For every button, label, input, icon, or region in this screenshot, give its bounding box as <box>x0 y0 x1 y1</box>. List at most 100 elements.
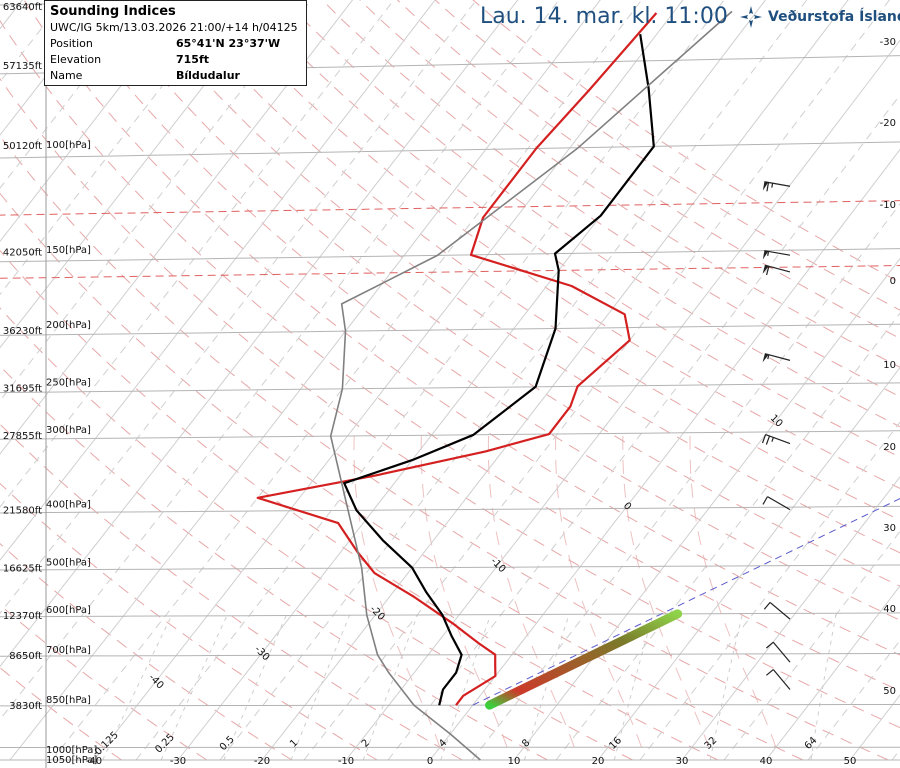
dry-adiabat-line <box>209 0 900 489</box>
barb-shaft <box>767 496 791 511</box>
parcel-shading <box>485 609 683 710</box>
isobar-line <box>0 505 900 514</box>
elevation-value: 715ft <box>176 53 210 66</box>
barb-shaft <box>765 434 791 445</box>
mixing-ratio-line <box>102 615 172 761</box>
profile-series <box>256 10 733 761</box>
isotherm-edge-label: 30 <box>883 523 896 534</box>
isotherm-line <box>639 421 900 761</box>
isotherm-edge-label: 0 <box>890 276 896 287</box>
isotherm-line <box>135 0 725 761</box>
barb-pennant <box>762 353 769 363</box>
pressure-tick-label: 250[hPa] <box>46 378 91 389</box>
isobar-line <box>0 612 900 618</box>
mixing-ratio-line <box>524 614 570 761</box>
wind-barb <box>761 434 791 445</box>
sounding-indices-panel: Sounding Indices UWC/IG 5km/13.03.2026 2… <box>44 0 307 86</box>
isobar-line <box>0 248 900 263</box>
isotherm-edge-label: -30 <box>880 37 896 48</box>
temperature-tick-label: 50 <box>844 756 857 767</box>
temperature-tick-label: 10 <box>508 756 521 767</box>
barb-shaft <box>764 264 791 273</box>
height-tick-label: 50120ft <box>3 141 42 152</box>
height-tick-label: 27855ft <box>3 431 42 442</box>
mixing-ratio-line <box>290 615 351 761</box>
barb-half <box>767 354 770 360</box>
parcel-line <box>329 10 733 761</box>
height-tick-label: 31695ft <box>3 384 42 395</box>
isotherm-line <box>261 0 849 761</box>
isotherm-inline-label: 10 <box>768 413 785 430</box>
mixing-ratio-tick-label: 0.25 <box>153 732 177 756</box>
dry-adiabat-line <box>246 0 900 458</box>
mixing-ratio-line <box>440 614 492 761</box>
dry-adiabat-line <box>0 192 804 761</box>
barb-full <box>762 496 769 505</box>
dry-adiabat-line <box>0 604 207 761</box>
isotherm-line <box>345 39 900 761</box>
moist-adiabat-line <box>487 434 575 748</box>
wind-barb <box>766 669 791 690</box>
mixing-ratio-line <box>709 613 744 761</box>
height-tick-label: 3830ft <box>9 701 42 712</box>
pressure-tick-label: 300[hPa] <box>46 425 91 436</box>
height-tick-label: 42050ft <box>3 248 42 259</box>
barb-full <box>763 602 771 610</box>
isotherm-line <box>597 366 900 761</box>
isotherm-line <box>513 257 900 761</box>
dry-adiabat-line <box>0 423 463 761</box>
isotherm-line <box>9 0 601 761</box>
barb-pennant <box>762 181 769 191</box>
panel-subtitle: UWC/IG 5km/13.03.2026 21:00/+14 h/04125 <box>50 21 298 34</box>
dry-adiabat-line <box>0 543 293 761</box>
height-tick-label: 21580ft <box>3 506 42 517</box>
wind-barbs <box>761 181 791 690</box>
isotherm-line <box>0 0 436 561</box>
mixing-ratio-line <box>160 615 228 761</box>
isobar-line <box>0 382 900 394</box>
mixing-ratio-tick-label: 0.5 <box>218 734 237 753</box>
isotherm-inline-label: -40 <box>146 672 165 691</box>
mixing-ratio-tick-label: 0.125 <box>93 730 121 758</box>
isobar-line <box>0 746 900 748</box>
dry-adiabat-line <box>396 0 900 340</box>
mixing-ratio-line <box>810 613 837 761</box>
dry-adiabat-line <box>60 0 900 621</box>
isotherm-line <box>429 148 900 761</box>
cape-ribbon <box>485 609 683 710</box>
elevation-row: Elevation 715ft <box>50 52 301 68</box>
mixing-ratio-tick-label: 16 <box>607 735 624 752</box>
name-value: Bíldudalur <box>176 69 240 82</box>
isotherm-edge-label: -20 <box>880 118 896 129</box>
dry-adiabat-line <box>0 365 548 761</box>
isotherm-line <box>471 203 900 761</box>
pressure-tick-label: 1050[hPa] <box>46 755 97 766</box>
dewpoint-line <box>343 34 655 706</box>
height-tick-label: 57135ft <box>3 61 42 72</box>
pressure-tick-label: 150[hPa] <box>46 245 91 256</box>
moist-adiabat-line <box>420 435 508 748</box>
isotherm-inline-label: -30 <box>252 644 271 663</box>
pressure-tick-label: 400[hPa] <box>46 500 91 511</box>
dry-adiabat-line <box>0 482 378 761</box>
barb-shaft <box>772 641 791 663</box>
barb-shaft <box>769 601 791 620</box>
wind-barb <box>762 496 791 511</box>
isobar-line <box>0 703 900 707</box>
isotherm-line <box>0 0 477 614</box>
pressure-tick-label: 700[hPa] <box>46 645 91 656</box>
height-tick-label: 16625ft <box>3 564 42 575</box>
elevation-label: Elevation <box>50 53 102 66</box>
isotherm-line <box>177 0 767 761</box>
barb-full <box>766 669 774 676</box>
wind-barb <box>762 264 791 276</box>
height-tick-label: 8650ft <box>9 651 42 662</box>
axis-labels: 100[hPa] 150[hPa] 200[hPa] 250[hPa] 300[hPa]… <box>3 0 896 768</box>
wind-barb <box>762 250 791 260</box>
isotherm-line <box>555 312 900 761</box>
dry-adiabat-line <box>97 0 900 587</box>
